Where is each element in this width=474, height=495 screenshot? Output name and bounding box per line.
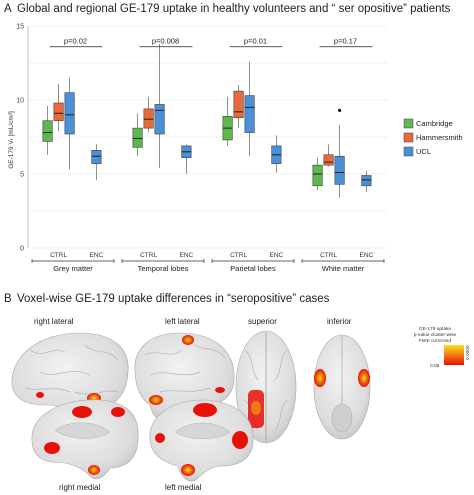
box-ucl <box>334 155 345 185</box>
box-hammersmith <box>233 90 244 119</box>
y-tick-label: 5 <box>20 172 24 179</box>
box-enc <box>361 175 372 187</box>
group-label: Parietal lobes <box>230 264 276 273</box>
brain-right-medial: right medial <box>31 399 139 492</box>
brain-label-superior: superior <box>248 317 277 326</box>
box-ucl <box>154 104 165 135</box>
box-enc <box>91 150 102 164</box>
pvalue-label: p=0.01 <box>244 37 267 46</box>
x-tick-label: ENC <box>360 252 374 259</box>
y-tick-label: 15 <box>16 24 24 31</box>
box-hammersmith <box>143 108 154 129</box>
legend-label-hammersmith: Hammersmith <box>416 133 463 142</box>
colorbar: GE-179 uptake p-value cluster-wise FWE c… <box>414 326 471 369</box>
panel-a-letter: A <box>4 3 12 15</box>
legend-swatch-cambridge <box>403 118 414 129</box>
legend-swatch-hammersmith <box>403 132 414 143</box>
group-label: Temporal lobes <box>138 264 189 273</box>
colorbar-high-label: 0.0000 <box>465 345 471 360</box>
x-tick-label: CTRL <box>50 252 67 259</box>
y-tick-label: 10 <box>16 98 24 105</box>
y-tick-label: 0 <box>20 246 24 253</box>
brain-label-inferior: inferior <box>327 317 352 326</box>
group-label: Grey matter <box>53 264 93 273</box>
pvalue-label: p=0.008 <box>152 37 179 46</box>
box-plot-chart: 0 5 10 15 CTRL ENC p=0.02 Grey matter CTRL ENC p=0… <box>16 24 388 273</box>
legend-label-ucl: UCL <box>416 147 431 156</box>
colorbar-title-1: GE-179 uptake <box>419 326 452 332</box>
y-axis-label: GE-179 Vₜ [mL/cm³] <box>8 111 15 169</box>
x-tick-label: ENC <box>90 252 104 259</box>
legend-swatch-ucl <box>403 146 414 157</box>
pvalue-label: p=0.02 <box>64 37 87 46</box>
box-ucl <box>64 92 75 135</box>
box-cambridge <box>132 127 143 148</box>
colorbar-gradient <box>444 345 464 365</box>
brain-inferior: inferior <box>313 317 371 440</box>
x-tick-label: ENC <box>180 252 194 259</box>
box-hammersmith <box>323 154 334 166</box>
brain-label-right-lateral: right lateral <box>34 317 74 326</box>
x-tick-label: CTRL <box>320 252 337 259</box>
panel-b-letter: B <box>4 293 12 305</box>
colorbar-title-2: p-value cluster-wise <box>414 332 457 338</box>
colorbar-low-label: 0.05 <box>430 363 440 369</box>
colorbar-title-3: FWE corrected <box>419 338 451 344</box>
brain-right-lateral: right lateral <box>11 317 129 422</box>
brain-label-left-lateral: left lateral <box>165 317 200 326</box>
group-label: White matter <box>322 264 365 273</box>
box-cambridge <box>312 164 323 187</box>
box-outlier <box>338 108 342 112</box>
x-tick-label: CTRL <box>140 252 157 259</box>
legend: Cambridge Hammersmith UCL <box>403 118 463 157</box>
panel-b-title: Voxel-wise GE-179 uptake differences in … <box>17 293 330 305</box>
legend-label-cambridge: Cambridge <box>416 119 453 128</box>
box-hammersmith <box>53 102 64 122</box>
brain-label-right-medial: right medial <box>59 483 101 492</box>
brain-left-lateral: left lateral <box>134 317 235 422</box>
panel-a-title: Global and regional GE-179 uptake in hea… <box>17 3 451 15</box>
pvalue-label: p=0.17 <box>334 37 357 46</box>
brain-left-medial: left medial <box>149 399 254 492</box>
brain-superior: superior <box>235 317 297 444</box>
box-cambridge <box>42 120 53 142</box>
brain-label-left-medial: left medial <box>165 483 202 492</box>
x-tick-label: ENC <box>270 252 284 259</box>
x-tick-label: CTRL <box>230 252 247 259</box>
box-ucl <box>244 95 255 133</box>
